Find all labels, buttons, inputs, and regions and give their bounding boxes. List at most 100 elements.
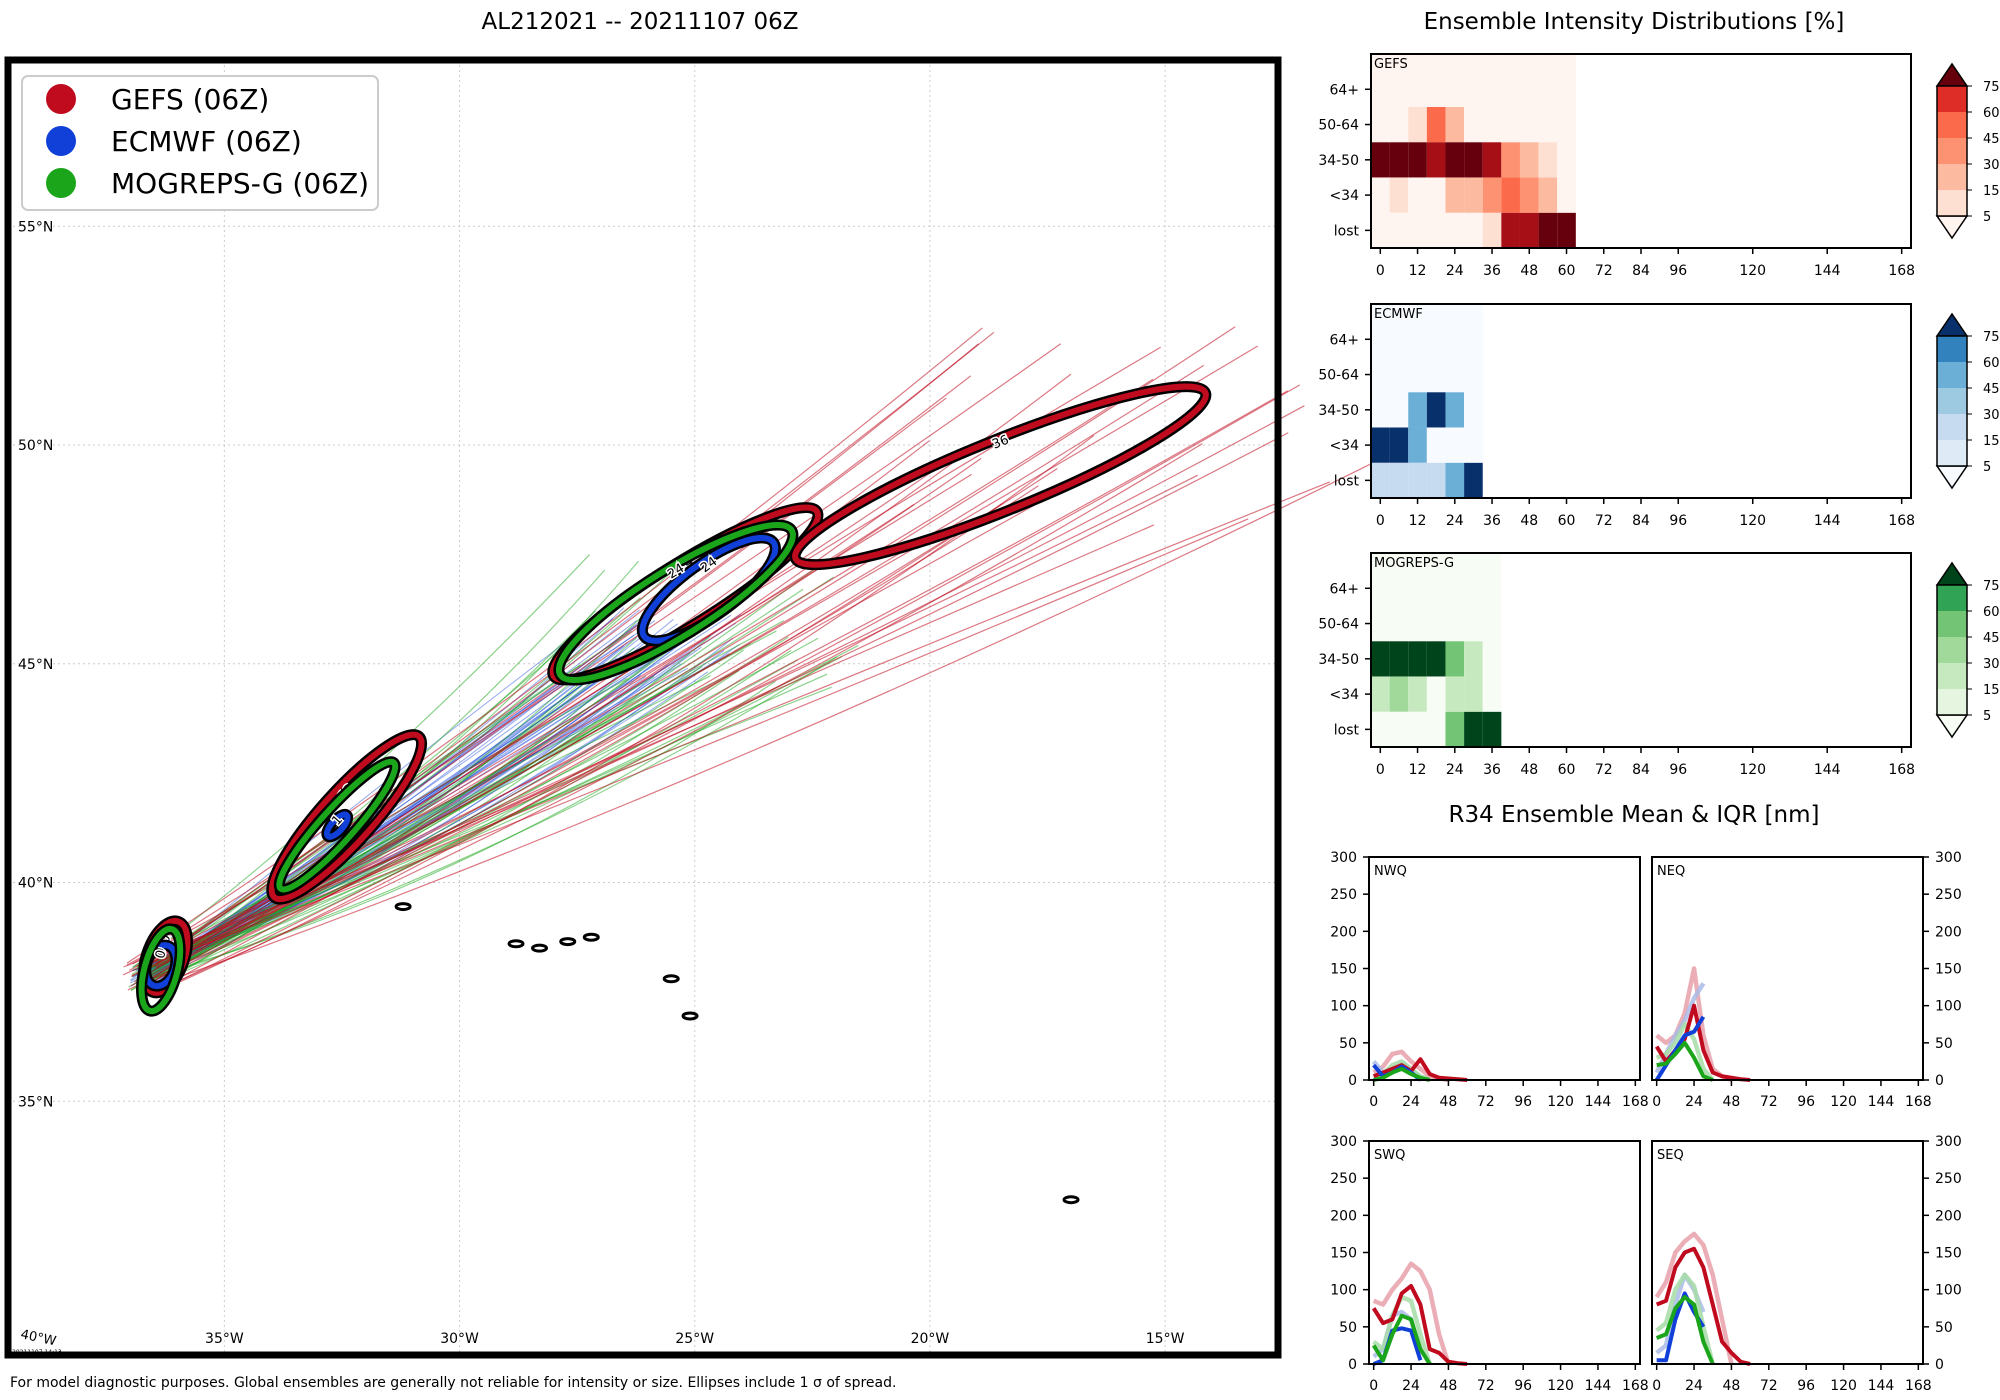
- heatmap-cell: [1371, 54, 1390, 107]
- y-tick-label: 250: [1935, 887, 1962, 903]
- heatmap-cell: [1557, 212, 1576, 248]
- heatmap-cell: [1408, 177, 1427, 213]
- heatmap-cell: [1371, 462, 1390, 498]
- category-label: 64+: [1329, 332, 1359, 348]
- ellipse-ecmwf-12h: 1: [321, 808, 354, 843]
- series-line: [1656, 1040, 1714, 1082]
- y-tick-label: 250: [1330, 1171, 1357, 1187]
- main-title: AL212021 -- 20211107 06Z: [482, 9, 799, 35]
- heatmap-cell: [1389, 356, 1409, 393]
- y-tick-label: 0: [1348, 1357, 1357, 1373]
- heatmap-cell: [1389, 106, 1409, 143]
- heatmap-cell: [1426, 605, 1446, 642]
- track-line: [131, 664, 581, 975]
- hour-tick-label: 0: [1376, 263, 1385, 279]
- heatmap-cell: [1371, 142, 1390, 178]
- heatmap-cell: [1426, 711, 1446, 747]
- hour-tick-label: 144: [1814, 762, 1841, 778]
- colorbar-segment: [1937, 336, 1967, 362]
- corner-lon-label: 40°W: [19, 1327, 57, 1349]
- quadrant-label: SWQ: [1374, 1148, 1405, 1163]
- hour-tick-label: 84: [1632, 263, 1650, 279]
- heatmap-cell: [1445, 553, 1465, 606]
- heatmap-cell: [1371, 106, 1390, 143]
- island-outline: [394, 902, 412, 912]
- colorbar-segment: [1937, 362, 1967, 388]
- heatmap-cell: [1408, 676, 1427, 712]
- heatmap-cell: [1464, 212, 1483, 248]
- island-outline: [507, 939, 525, 949]
- heatmap-cell: [1501, 142, 1520, 178]
- series-line: [1371, 1313, 1432, 1366]
- heatmap-cell: [1408, 392, 1427, 428]
- heatmap-cell: [1464, 641, 1483, 677]
- hour-tick-label: 96: [1797, 1378, 1815, 1394]
- r34-title: R34 Ensemble Mean & IQR [nm]: [1449, 802, 1820, 828]
- series-line: [1373, 1066, 1431, 1082]
- hour-tick-label: 0: [1652, 1094, 1661, 1110]
- ellipse-ring: [268, 731, 425, 903]
- hour-tick-label: 48: [1440, 1378, 1458, 1394]
- colorbar-ecmwf: 5 15 30 45 60 75: [1935, 312, 2000, 490]
- heatmap-cell: [1408, 54, 1427, 107]
- colorbar-segment: [1937, 585, 1967, 611]
- heatmap-cell: [1482, 212, 1502, 248]
- hour-tick-label: 168: [1622, 1094, 1649, 1110]
- track-line: [155, 405, 1305, 963]
- lat-tick-label: 45°N: [18, 657, 53, 673]
- heatmap-cell: [1389, 212, 1409, 248]
- heatmap-cell: [1501, 54, 1520, 107]
- heatmap-cell: [1371, 711, 1390, 747]
- heatmap-cell: [1408, 553, 1427, 606]
- series-line: [1372, 1261, 1451, 1365]
- hour-tick-label: 24: [1446, 762, 1464, 778]
- track-line: [155, 468, 1058, 968]
- colorbar-tick-label: 5: [1983, 210, 1991, 225]
- heatmap-model-label: ECMWF: [1374, 307, 1423, 322]
- heatmap-cell: [1426, 142, 1446, 178]
- hour-tick-label: 60: [1558, 762, 1576, 778]
- category-label: lost: [1334, 473, 1360, 489]
- ellipse-mogreps-g-24h: 24: [553, 519, 799, 686]
- y-tick-label: 50: [1935, 1320, 1953, 1336]
- heatmap-cell: [1464, 711, 1483, 747]
- heatmap-cell: [1538, 54, 1558, 107]
- hour-tick-label: 120: [1547, 1378, 1574, 1394]
- quadrant-label: SEQ: [1657, 1148, 1684, 1163]
- heatmap-cell: [1482, 711, 1502, 747]
- hour-tick-label: 144: [1814, 513, 1841, 529]
- heatmap-cell: [1538, 212, 1558, 248]
- heatmap-cell: [1408, 304, 1427, 357]
- y-tick-label: 250: [1935, 1171, 1962, 1187]
- hour-tick-label: 48: [1520, 263, 1538, 279]
- hour-tick-label: 48: [1723, 1094, 1741, 1110]
- hour-tick-label: 96: [1669, 263, 1687, 279]
- y-tick-label: 100: [1330, 1283, 1357, 1299]
- colorbar-segment: [1937, 611, 1967, 637]
- heatmap-cell: [1408, 106, 1427, 143]
- hour-tick-label: 120: [1739, 513, 1766, 529]
- colorbar-segment: [1937, 164, 1967, 190]
- hour-tick-label: 60: [1558, 513, 1576, 529]
- heatmap-cell: [1426, 54, 1446, 107]
- colorbar-tick-label: 45: [1983, 631, 2000, 646]
- map-legend: GEFS (06Z) ECMWF (06Z) MOGREPS-G (06Z): [21, 75, 379, 211]
- lon-tick-label: 35°W: [205, 1331, 244, 1347]
- legend-marker-mogreps: [46, 168, 76, 198]
- heatmap-cell: [1482, 177, 1502, 213]
- heatmap-cell: [1426, 212, 1446, 248]
- heatmap-cell: [1371, 427, 1390, 463]
- hour-tick-label: 12: [1409, 513, 1427, 529]
- hour-tick-label: 24: [1685, 1378, 1703, 1394]
- hour-tick-label: 96: [1514, 1094, 1532, 1110]
- heatmap-cell: [1519, 177, 1539, 213]
- hour-tick-label: 144: [1585, 1378, 1612, 1394]
- heatmap-cell: [1408, 356, 1427, 393]
- colorbar-segment: [1937, 663, 1967, 689]
- heatmap-cell: [1482, 641, 1502, 677]
- hour-tick-label: 0: [1652, 1378, 1661, 1394]
- heatmap-cell: [1501, 212, 1520, 248]
- y-tick-label: 300: [1935, 1134, 1962, 1150]
- y-tick-label: 200: [1935, 1208, 1962, 1224]
- hour-tick-label: 168: [1622, 1378, 1649, 1394]
